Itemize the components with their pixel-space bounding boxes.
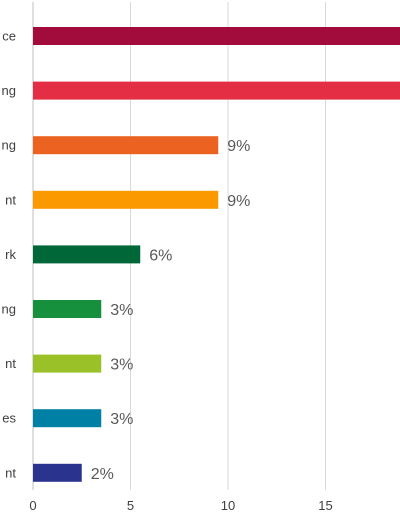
category-label: nt — [5, 465, 16, 480]
data-label: 3% — [110, 411, 133, 428]
bar — [33, 27, 400, 45]
data-label: 6% — [149, 247, 172, 264]
x-tick-label: 15 — [318, 498, 332, 513]
data-label: 9% — [227, 193, 250, 210]
bar — [33, 245, 141, 264]
label-layer: ce ng ng 9% nt 9% rk 6% ng 3% nt 3% es 3% nt 2% — [2, 29, 251, 483]
category-label: ce — [2, 29, 16, 44]
bar — [33, 190, 219, 209]
x-tick-label: 5 — [127, 498, 134, 513]
tick-layer: 0 5 10 15 — [29, 498, 332, 513]
x-tick-label: 0 — [29, 498, 36, 513]
bar — [33, 300, 102, 318]
category-label: ng — [2, 138, 16, 153]
x-tick-label: 10 — [221, 498, 235, 513]
bar — [33, 463, 82, 482]
category-label: rk — [5, 247, 16, 262]
data-label: 3% — [110, 357, 133, 374]
category-label: es — [2, 411, 16, 426]
category-label: ng — [2, 302, 16, 317]
category-label: ng — [2, 83, 16, 98]
bar — [33, 81, 400, 100]
bar-layer — [33, 27, 400, 482]
data-label: 3% — [110, 302, 133, 319]
data-label: 2% — [91, 466, 114, 483]
bar — [33, 136, 219, 155]
bar — [33, 409, 102, 428]
bar — [33, 354, 102, 373]
data-label: 9% — [227, 138, 250, 155]
category-label: nt — [5, 192, 16, 207]
category-label: nt — [5, 356, 16, 371]
